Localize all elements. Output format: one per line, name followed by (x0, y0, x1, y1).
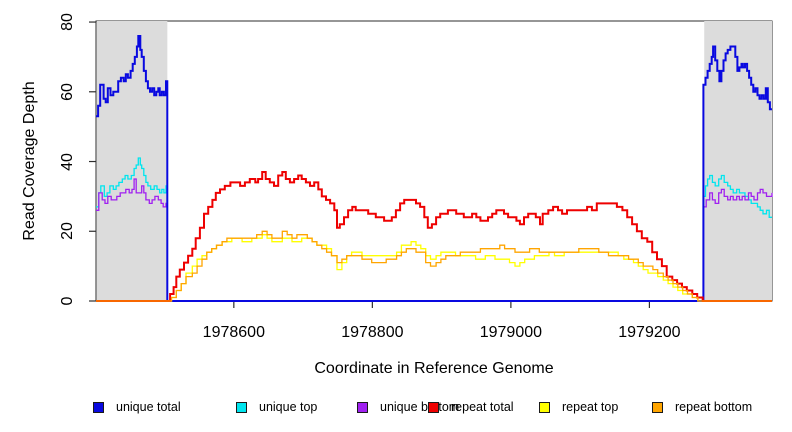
legend-item-repeat-total: repeat total (428, 400, 514, 414)
legend-label: repeat total (451, 400, 514, 414)
y-tick-label: 0 (59, 296, 76, 306)
x-tick-label: 1979000 (479, 324, 543, 341)
legend-label: unique bottom (380, 400, 460, 414)
y-tick-label: 80 (59, 13, 76, 31)
legend-item-unique-bottom: unique bottom (357, 400, 459, 414)
y-axis-label: Read Coverage Depth (21, 81, 38, 241)
y-tick-label: 20 (59, 222, 76, 241)
legend-item-repeat-top: repeat top (539, 400, 618, 414)
legend-label: repeat bottom (675, 400, 753, 414)
x-axis-label: Coordinate in Reference Genome (314, 360, 554, 377)
legend-label: unique total (116, 400, 181, 414)
repeat-total-swatch-icon (428, 401, 439, 413)
series-unique-bottom (96, 178, 773, 302)
unique-top-swatch-icon (236, 401, 247, 413)
legend-label: repeat top (562, 400, 619, 414)
repeat-bottom-swatch-icon (652, 401, 663, 413)
x-tick-label: 1978600 (202, 324, 265, 341)
unique-bottom-swatch-icon (357, 401, 368, 413)
legend-label: unique top (259, 400, 318, 414)
y-tick-label: 40 (59, 152, 76, 171)
series-repeat-bottom (96, 230, 772, 302)
y-tick-label: 60 (59, 82, 76, 101)
x-tick-label: 1978800 (341, 324, 404, 341)
x-tick-label: 1979200 (618, 324, 681, 341)
unique-total-swatch-icon (93, 401, 104, 413)
legend-item-repeat-bottom: repeat bottom (652, 400, 752, 414)
legend-item-unique-top: unique top (236, 400, 317, 414)
legend-item-unique-total: unique total (93, 400, 181, 414)
repeat-top-swatch-icon (539, 401, 550, 413)
series-unique-top (96, 157, 772, 302)
series-repeat-total (96, 171, 772, 302)
